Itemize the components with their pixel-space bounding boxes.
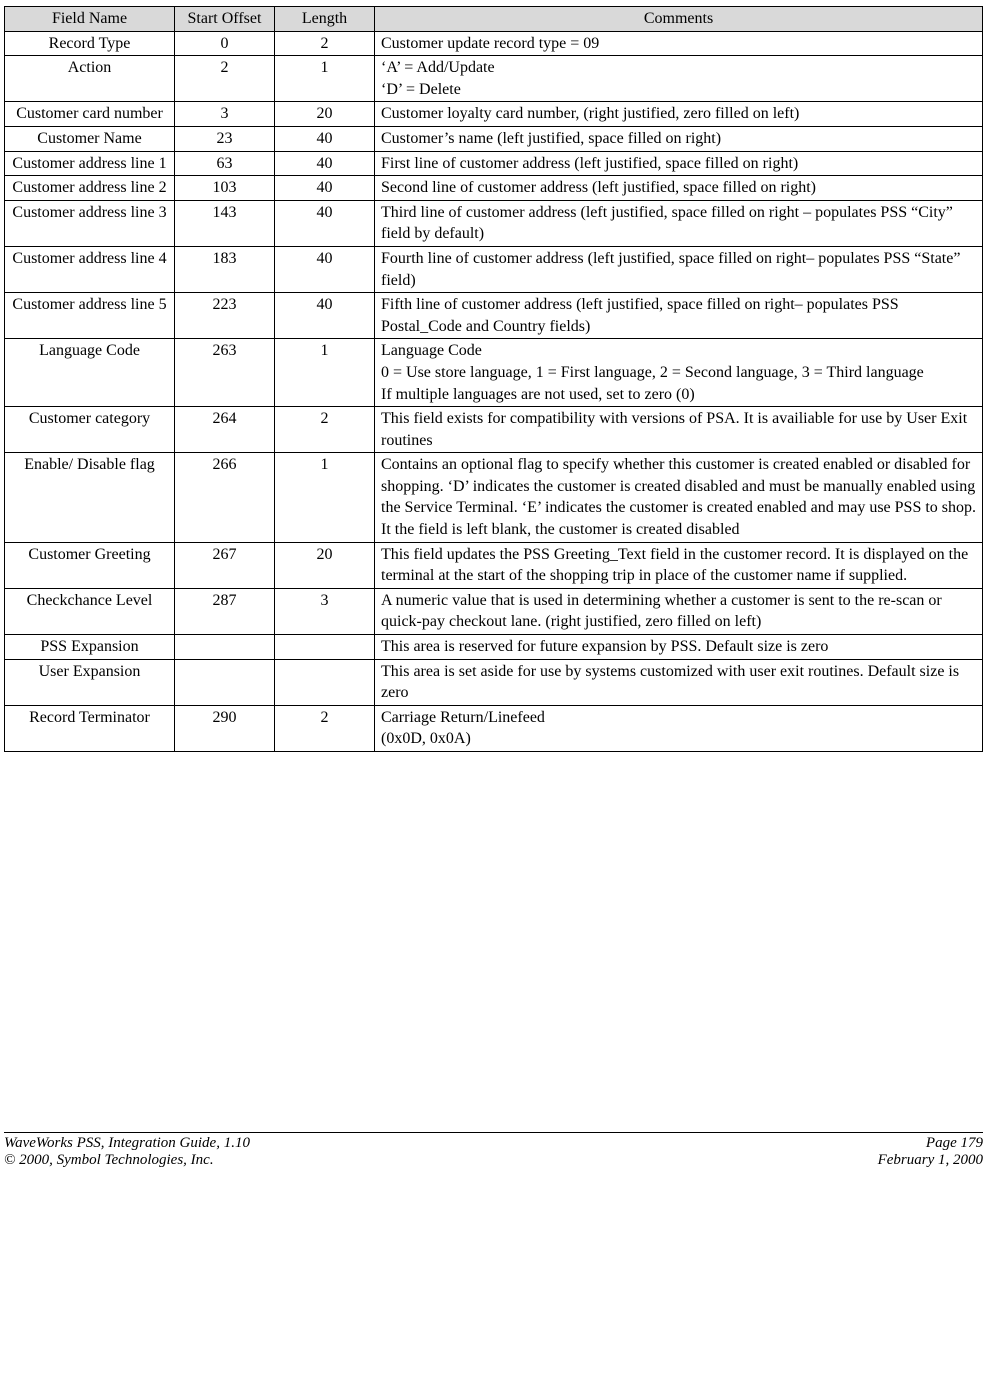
cell-length: 1 [275,56,375,102]
table-row: Customer Name2340Customer’s name (left j… [5,126,983,151]
col-header-length: Length [275,7,375,32]
cell-length: 1 [275,453,375,542]
cell-field-name: Customer address line 3 [5,200,175,246]
cell-start-offset: 223 [175,293,275,339]
cell-length: 20 [275,542,375,588]
cell-field-name: Customer address line 5 [5,293,175,339]
cell-comments: ‘A’ = Add/Update ‘D’ = Delete [375,56,983,102]
footer-page-number: Page 179 [878,1135,983,1152]
cell-comments: Customer’s name (left justified, space f… [375,126,983,151]
footer-copyright: © 2000, Symbol Technologies, Inc. [4,1152,250,1169]
table-row: User Expansion This area is set aside for… [5,659,983,705]
footer-doc-title: WaveWorks PSS, Integration Guide, 1.10 [4,1135,250,1152]
cell-field-name: PSS Expansion [5,635,175,660]
cell-start-offset: 263 [175,339,275,407]
col-header-field-name: Field Name [5,7,175,32]
table-row: PSS Expansion This area is reserved for f… [5,635,983,660]
page-footer: WaveWorks PSS, Integration Guide, 1.10 ©… [4,1132,983,1169]
cell-length: 40 [275,200,375,246]
table-row: Record Terminator2902Carriage Return/Lin… [5,705,983,751]
cell-start-offset: 63 [175,151,275,176]
cell-field-name: Customer address line 2 [5,176,175,201]
table-row: Customer Greeting26720This field updates… [5,542,983,588]
cell-comments: Customer update record type = 09 [375,31,983,56]
cell-field-name: User Expansion [5,659,175,705]
cell-start-offset: 0 [175,31,275,56]
cell-field-name: Customer card number [5,102,175,127]
cell-length: 1 [275,339,375,407]
cell-start-offset [175,659,275,705]
cell-comments: This area is reserved for future expansi… [375,635,983,660]
cell-comments: Fourth line of customer address (left ju… [375,246,983,292]
cell-comments: Carriage Return/Linefeed (0x0D, 0x0A) [375,705,983,751]
cell-field-name: Customer category [5,407,175,453]
record-layout-table: Field Name Start Offset Length Comments … [4,6,983,752]
cell-field-name: Language Code [5,339,175,407]
table-row: Customer address line 210340Second line … [5,176,983,201]
cell-comments: Contains an optional flag to specify whe… [375,453,983,542]
cell-comments: Customer loyalty card number, (right jus… [375,102,983,127]
cell-field-name: Customer Greeting [5,542,175,588]
table-row: Language Code2631Language Code 0 = Use s… [5,339,983,407]
cell-field-name: Checkchance Level [5,588,175,634]
cell-start-offset [175,635,275,660]
cell-start-offset: 183 [175,246,275,292]
col-header-start-offset: Start Offset [175,7,275,32]
table-row: Action21‘A’ = Add/Update ‘D’ = Delete [5,56,983,102]
cell-comments: Third line of customer address (left jus… [375,200,983,246]
cell-start-offset: 2 [175,56,275,102]
cell-start-offset: 290 [175,705,275,751]
cell-length: 2 [275,31,375,56]
cell-comments: This field exists for compatibility with… [375,407,983,453]
cell-length: 2 [275,407,375,453]
table-row: Checkchance Level2873A numeric value tha… [5,588,983,634]
table-header-row: Field Name Start Offset Length Comments [5,7,983,32]
cell-start-offset: 264 [175,407,275,453]
cell-field-name: Customer address line 4 [5,246,175,292]
cell-start-offset: 266 [175,453,275,542]
cell-comments: Language Code 0 = Use store language, 1 … [375,339,983,407]
cell-length: 40 [275,246,375,292]
cell-start-offset: 143 [175,200,275,246]
cell-length: 40 [275,176,375,201]
cell-field-name: Customer Name [5,126,175,151]
cell-comments: Fifth line of customer address (left jus… [375,293,983,339]
table-row: Customer address line 314340Third line o… [5,200,983,246]
cell-comments: First line of customer address (left jus… [375,151,983,176]
table-row: Customer address line 16340First line of… [5,151,983,176]
cell-length [275,635,375,660]
cell-length: 40 [275,293,375,339]
cell-comments: This field updates the PSS Greeting_Text… [375,542,983,588]
table-row: Enable/ Disable flag2661Contains an opti… [5,453,983,542]
cell-comments: This area is set aside for use by system… [375,659,983,705]
col-header-comments: Comments [375,7,983,32]
table-row: Record Type02Customer update record type… [5,31,983,56]
cell-length: 3 [275,588,375,634]
cell-start-offset: 103 [175,176,275,201]
cell-length: 20 [275,102,375,127]
cell-comments: Second line of customer address (left ju… [375,176,983,201]
table-row: Customer address line 522340Fifth line o… [5,293,983,339]
cell-field-name: Record Type [5,31,175,56]
cell-start-offset: 3 [175,102,275,127]
cell-field-name: Customer address line 1 [5,151,175,176]
cell-start-offset: 267 [175,542,275,588]
table-row: Customer category2642This field exists f… [5,407,983,453]
table-row: Customer card number320Customer loyalty … [5,102,983,127]
cell-field-name: Enable/ Disable flag [5,453,175,542]
cell-field-name: Action [5,56,175,102]
footer-date: February 1, 2000 [878,1152,983,1169]
cell-length: 40 [275,151,375,176]
cell-comments: A numeric value that is used in determin… [375,588,983,634]
cell-field-name: Record Terminator [5,705,175,751]
cell-length [275,659,375,705]
cell-start-offset: 23 [175,126,275,151]
cell-length: 2 [275,705,375,751]
cell-start-offset: 287 [175,588,275,634]
table-row: Customer address line 418340Fourth line … [5,246,983,292]
cell-length: 40 [275,126,375,151]
